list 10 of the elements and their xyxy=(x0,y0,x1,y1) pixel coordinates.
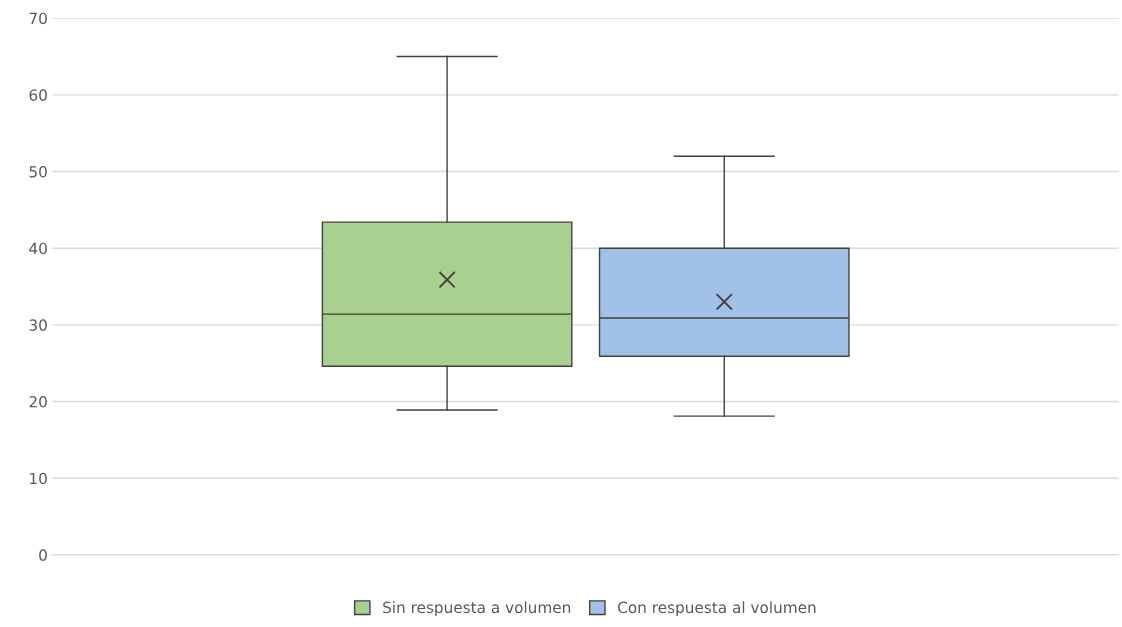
legend-label: Con respuesta al volumen xyxy=(618,601,816,617)
y-tick-label: 60 xyxy=(29,89,47,101)
y-tick-label: 30 xyxy=(29,319,47,331)
y-tick-label: 20 xyxy=(29,396,47,408)
y-tick-label: 0 xyxy=(39,549,47,561)
y-tick-label: 70 xyxy=(29,12,47,25)
y-tick-label: 50 xyxy=(29,165,47,178)
y-tick-label: 10 xyxy=(30,472,47,485)
y-tick-label: 40 xyxy=(29,242,47,255)
legend-label: Sin respuesta a volumen xyxy=(383,601,571,617)
